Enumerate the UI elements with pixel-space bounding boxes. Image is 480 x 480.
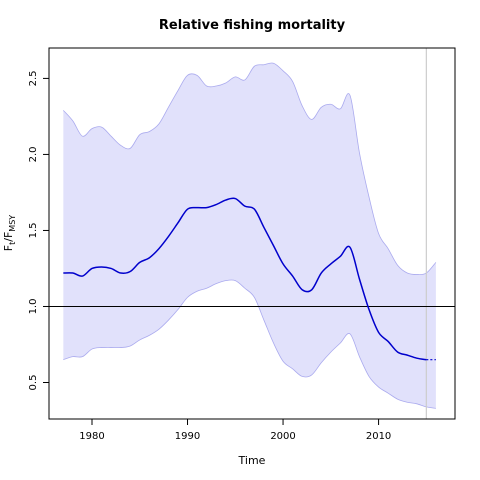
y-axis-label: Ft/FMSY — [2, 215, 17, 251]
y-label-base: F — [2, 245, 15, 251]
y-tick-label: 2.0 — [28, 146, 39, 162]
lower-bound-line — [63, 279, 436, 409]
y-label-sub2: MSY — [8, 215, 17, 232]
y-tick-label: 2.5 — [28, 70, 39, 86]
y-axis: 0.5 1.0 1.5 2.0 2.5 — [28, 70, 49, 390]
y-tick-label: 0.5 — [28, 375, 39, 391]
x-axis: 1980 1990 2000 2010 — [79, 419, 391, 442]
x-axis-label: Time — [238, 454, 266, 467]
y-tick-label: 1.0 — [28, 299, 39, 315]
y-label-sep: /F — [2, 232, 15, 242]
x-tick-label: 2000 — [270, 431, 295, 442]
x-tick-label: 2010 — [366, 431, 391, 442]
y-label-sub1: t — [8, 242, 17, 245]
x-tick-label: 1980 — [79, 431, 104, 442]
estimate-line — [63, 197, 427, 361]
upper-bound-line — [63, 62, 437, 276]
confidence-band — [63, 62, 436, 409]
line-layer — [63, 197, 436, 361]
chart-title: Relative fishing mortality — [159, 18, 346, 33]
x-tick-label: 1990 — [175, 431, 200, 442]
y-tick-label: 1.5 — [28, 223, 39, 239]
plot-frame — [48, 47, 456, 420]
confidence-band-layer — [63, 62, 437, 409]
reference-layer — [49, 48, 455, 419]
